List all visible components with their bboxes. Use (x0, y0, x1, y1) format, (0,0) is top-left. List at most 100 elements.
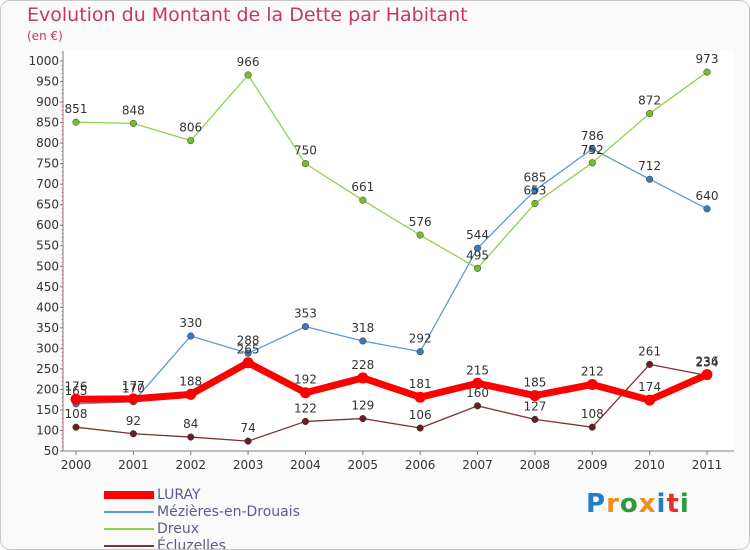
data-point (472, 377, 484, 389)
logo-letter: t (666, 489, 680, 519)
data-point (127, 393, 139, 405)
data-point (357, 372, 369, 384)
data-label: 851 (65, 102, 88, 116)
legend: LURAY Mézières-en-Drouais Dreux Écluzelles (104, 486, 300, 550)
data-label: 265 (237, 343, 260, 357)
x-tick-label: 2010 (634, 458, 665, 472)
data-point (72, 118, 80, 126)
y-tick-label: 150 (36, 403, 59, 417)
data-point (646, 109, 654, 118)
data-label: 544 (466, 228, 489, 242)
legend-item: Dreux (104, 520, 300, 537)
y-tick-label: 950 (36, 75, 59, 89)
x-tick-label: 2000 (61, 458, 92, 472)
data-label: 122 (294, 401, 317, 415)
data-label: 806 (179, 121, 202, 135)
data-point (185, 388, 197, 400)
data-label: 228 (351, 358, 374, 372)
data-label: 108 (65, 407, 88, 421)
legend-label: LURAY (157, 486, 201, 503)
y-tick-label: 700 (36, 177, 59, 191)
legend-item: LURAY (104, 486, 300, 503)
data-point (244, 71, 252, 79)
data-label: 129 (351, 399, 374, 413)
data-label: 872 (638, 94, 661, 108)
data-label: 661 (351, 180, 374, 194)
data-point (301, 160, 310, 168)
data-label: 127 (523, 399, 546, 413)
data-label: 188 (179, 374, 202, 388)
data-label: 330 (179, 316, 202, 330)
series-line (72, 359, 711, 404)
data-point (644, 394, 656, 406)
series-line (75, 363, 708, 442)
data-point (646, 175, 654, 183)
y-tick-label: 550 (36, 239, 59, 253)
data-label: 174 (638, 380, 661, 394)
data-point (129, 119, 137, 127)
logo-letter: i (656, 489, 667, 519)
data-point (359, 415, 367, 423)
data-point (588, 145, 596, 153)
chart-subtitle: (en €) (27, 29, 63, 43)
series-line (75, 71, 708, 269)
y-tick-label: 200 (36, 382, 59, 396)
data-label: 236 (696, 355, 719, 369)
legend-item: Écluzelles (104, 537, 300, 550)
data-point (416, 424, 424, 432)
data-point (531, 186, 539, 194)
logo-letter: P (586, 489, 607, 519)
legend-label: Écluzelles (157, 537, 226, 550)
data-point (72, 423, 80, 431)
data-label: 786 (581, 129, 604, 143)
x-tick-label: 2006 (405, 458, 436, 472)
data-point (473, 402, 482, 410)
data-label: 212 (581, 364, 604, 378)
data-label: 750 (294, 144, 317, 158)
legend-swatch (104, 490, 154, 499)
logo-letter: x (638, 489, 657, 519)
x-tick-label: 2007 (462, 458, 493, 472)
data-point (299, 387, 311, 399)
legend-label: Dreux (157, 520, 199, 537)
data-label: 215 (466, 363, 489, 377)
data-point (301, 417, 310, 425)
data-point (701, 369, 713, 381)
data-point (414, 391, 426, 403)
data-point (301, 323, 310, 331)
data-label: 160 (466, 386, 489, 400)
data-label: 318 (351, 321, 374, 335)
y-tick-label: 900 (36, 95, 59, 109)
data-label: 108 (581, 407, 604, 421)
data-point (244, 437, 252, 445)
data-point (359, 337, 367, 345)
y-tick-label: 450 (36, 280, 59, 294)
y-tick-label: 1000 (28, 54, 59, 68)
data-point (586, 378, 598, 390)
data-label: 292 (409, 332, 432, 346)
y-tick-label: 400 (36, 300, 59, 314)
data-label: 495 (466, 248, 489, 262)
data-label: 288 (237, 333, 260, 347)
data-label: 84 (183, 417, 198, 431)
data-label: 712 (638, 159, 661, 173)
y-tick-label: 600 (36, 218, 59, 232)
data-label: 966 (237, 55, 260, 69)
y-tick-label: 300 (36, 341, 59, 355)
legend-label: Mézières-en-Drouais (157, 503, 300, 520)
data-label: 353 (294, 307, 317, 321)
chart-title: Evolution du Montant de la Dette par Hab… (27, 4, 468, 26)
logo-letter: i (679, 489, 690, 519)
data-point (244, 349, 252, 357)
x-tick-label: 2002 (175, 458, 206, 472)
data-point (473, 264, 482, 272)
data-point (187, 137, 195, 145)
data-point (416, 348, 424, 356)
y-tick-label: 50 (44, 444, 59, 458)
data-label: 234 (696, 355, 719, 369)
data-label: 848 (122, 103, 145, 117)
y-tick-label: 250 (36, 362, 59, 376)
y-tick-label: 800 (36, 136, 59, 150)
